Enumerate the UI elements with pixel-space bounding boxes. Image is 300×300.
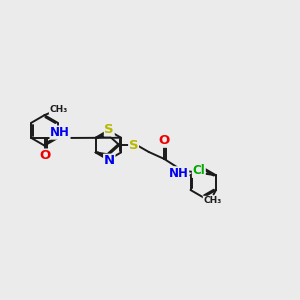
Text: O: O xyxy=(159,134,170,147)
Text: Cl: Cl xyxy=(193,164,205,177)
Text: NH: NH xyxy=(169,167,189,180)
Text: S: S xyxy=(104,123,114,136)
Text: O: O xyxy=(39,149,50,162)
Text: CH₃: CH₃ xyxy=(203,196,221,205)
Text: NH: NH xyxy=(50,126,70,139)
Text: N: N xyxy=(104,154,115,167)
Text: S: S xyxy=(129,139,138,152)
Text: CH₃: CH₃ xyxy=(50,105,68,114)
